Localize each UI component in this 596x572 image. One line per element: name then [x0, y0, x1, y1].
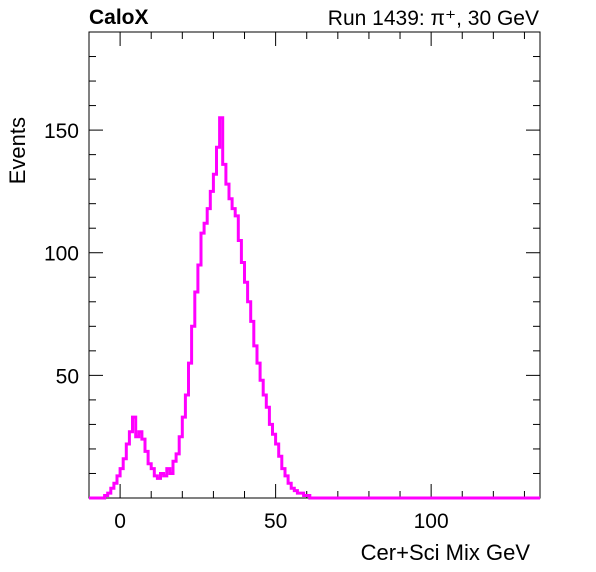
x-axis-title: Cer+Sci Mix GeV — [361, 540, 531, 565]
x-tick-label: 100 — [414, 510, 449, 533]
experiment-label: CaloX — [89, 6, 149, 29]
y-axis-title: Events — [5, 117, 30, 184]
tick-labels: 0 50 100 50 100 150 — [44, 120, 449, 533]
x-tick-label: 50 — [264, 510, 287, 533]
histogram-line — [89, 116, 540, 500]
plot-frame — [88, 31, 541, 499]
y-tick-label: 50 — [56, 365, 79, 388]
x-tick-label: 0 — [114, 510, 126, 533]
y-tick-label: 100 — [44, 243, 79, 266]
y-tick-label: 150 — [44, 120, 79, 143]
axis-ticks — [88, 31, 540, 498]
run-info-label: Run 1439: π⁺, 30 GeV — [327, 7, 539, 30]
